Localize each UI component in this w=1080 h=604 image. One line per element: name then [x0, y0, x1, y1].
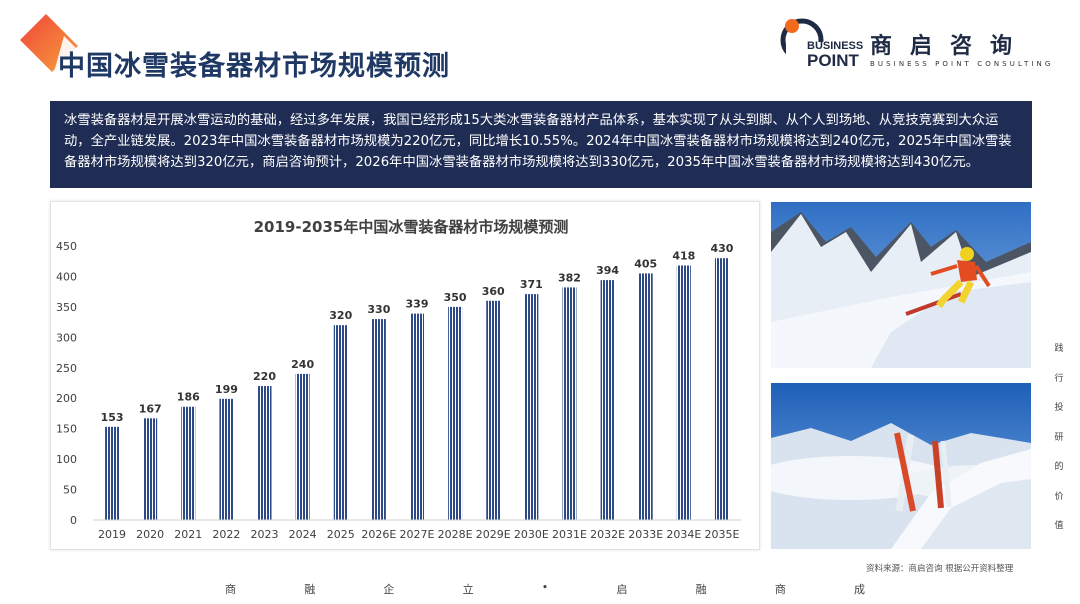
x-tick-label: 2031E [552, 528, 587, 541]
side-slogan: 践 行 投 研 的 价 值 [1052, 335, 1066, 542]
chart-title: 2019-2035年中国冰雪装备器材市场规模预测 [254, 218, 569, 236]
y-tick-label: 350 [56, 301, 77, 314]
side-char: 投 [1054, 403, 1064, 413]
side-char: 研 [1054, 432, 1064, 443]
intro-paragraph: 冰雪装备器材是开展冰雪运动的基础，经过多年发展，我国已经形成15大类冰雪装备器材… [50, 101, 1032, 188]
data-label: 418 [672, 249, 695, 262]
footer-char: 企 [383, 583, 395, 596]
x-tick-label: 2034E [666, 528, 701, 541]
data-label: 371 [520, 278, 543, 291]
bar [295, 373, 310, 520]
data-label: 382 [558, 271, 581, 284]
logo-text-line2: POINT [807, 51, 860, 70]
y-tick-label: 100 [56, 453, 77, 466]
data-label: 339 [406, 298, 429, 311]
footer-char: 立 [462, 583, 474, 596]
footer-char: 启 [616, 583, 628, 596]
data-label: 220 [253, 370, 276, 383]
bar [410, 313, 424, 520]
brand-header: BUSINESS POINT 商启咨询 BUSINESS POINT CONSU… [780, 16, 1070, 72]
x-tick-label: 2026E [361, 528, 396, 541]
bar [638, 273, 653, 520]
market-size-chart: 2019-2035年中国冰雪装备器材市场规模预测 0 50 100 150 200 250… [50, 201, 760, 550]
side-char: 值 [1054, 521, 1064, 531]
data-label: 186 [177, 391, 200, 404]
data-label: 199 [215, 383, 238, 396]
bar [333, 325, 348, 520]
logo-text-line1: BUSINESS [807, 40, 863, 52]
bars: 153 167 186 199 220 240 320 330 339 350 360 371 382 3… [101, 242, 734, 520]
x-tick-label: 2020 [136, 528, 164, 541]
data-label: 394 [596, 264, 619, 277]
chart-svg: 2019-2035年中国冰雪装备器材市场规模预测 0 50 100 150 200 250… [56, 218, 741, 541]
x-tick-label: 2030E [514, 528, 549, 541]
corner-decoration [20, 14, 78, 72]
x-tick-label: 2035E [704, 528, 739, 541]
footer-char: • [541, 581, 549, 594]
data-label: 405 [634, 257, 657, 270]
y-tick-label: 50 [63, 484, 77, 497]
brand-name-cn: 商启咨询 [870, 34, 1031, 59]
data-label: 330 [367, 303, 390, 316]
data-label: 360 [482, 285, 505, 298]
footer-char: 成 [854, 583, 865, 596]
bar [676, 265, 691, 520]
x-tick-label: 2024 [289, 528, 317, 541]
data-label: 240 [291, 358, 314, 371]
side-char: 价 [1054, 491, 1064, 502]
bar [524, 294, 539, 520]
x-tick-label: 2032E [590, 528, 625, 541]
y-tick-label: 200 [56, 392, 77, 405]
bar [181, 406, 196, 520]
bar [714, 258, 729, 520]
bar [486, 300, 501, 520]
footer-char: 融 [695, 583, 707, 596]
x-tick-label: 2027E [400, 528, 435, 541]
x-tick-label: 2019 [98, 528, 126, 541]
footer-slogan: 商 融 企 立 • 启 融 商 成 [225, 581, 865, 597]
bar [371, 319, 386, 520]
data-label: 153 [101, 411, 124, 424]
bar [219, 398, 234, 520]
y-tick-label: 450 [56, 240, 77, 253]
skier-photo [771, 202, 1031, 368]
y-tick-label: 400 [56, 270, 77, 283]
bar [257, 386, 272, 520]
x-tick-label: 2023 [251, 528, 279, 541]
data-label: 320 [329, 309, 352, 322]
bar [600, 280, 615, 520]
side-char: 的 [1054, 462, 1064, 472]
page-title: 中国冰雪装备器材市场规模预测 [58, 51, 450, 82]
footer-char: 商 [774, 583, 786, 596]
brand-name-en: BUSINESS POINT CONSULTING [870, 60, 1054, 68]
bar [562, 287, 577, 520]
bar [143, 418, 158, 520]
data-label: 430 [710, 242, 733, 255]
footer-char: 融 [304, 583, 316, 596]
y-tick-label: 250 [56, 362, 77, 375]
side-char: 践 [1054, 344, 1064, 354]
x-tick-label: 2025 [327, 528, 355, 541]
bar [448, 306, 463, 520]
x-axis: 2019 2020 2021 2022 2023 2024 2025 2026E 2027E 20… [93, 519, 741, 541]
bar [105, 426, 120, 520]
x-tick-label: 2028E [438, 528, 473, 541]
y-axis: 0 50 100 150 200 250 300 350 400 450 [56, 240, 77, 527]
x-tick-label: 2033E [628, 528, 663, 541]
y-tick-label: 300 [56, 331, 77, 344]
side-char: 行 [1054, 373, 1064, 384]
footer-char: 商 [225, 583, 236, 596]
data-source-note: 资料来源：商启咨询 根据公开资料整理 [866, 564, 1014, 574]
x-tick-label: 2022 [212, 528, 240, 541]
x-tick-label: 2021 [174, 528, 202, 541]
y-tick-label: 0 [70, 514, 77, 527]
ski-equipment-photo [771, 383, 1031, 549]
y-tick-label: 150 [56, 423, 77, 436]
business-point-logo: BUSINESS POINT [780, 18, 866, 70]
data-label: 167 [139, 402, 162, 415]
data-label: 350 [444, 291, 467, 304]
x-tick-label: 2029E [476, 528, 511, 541]
